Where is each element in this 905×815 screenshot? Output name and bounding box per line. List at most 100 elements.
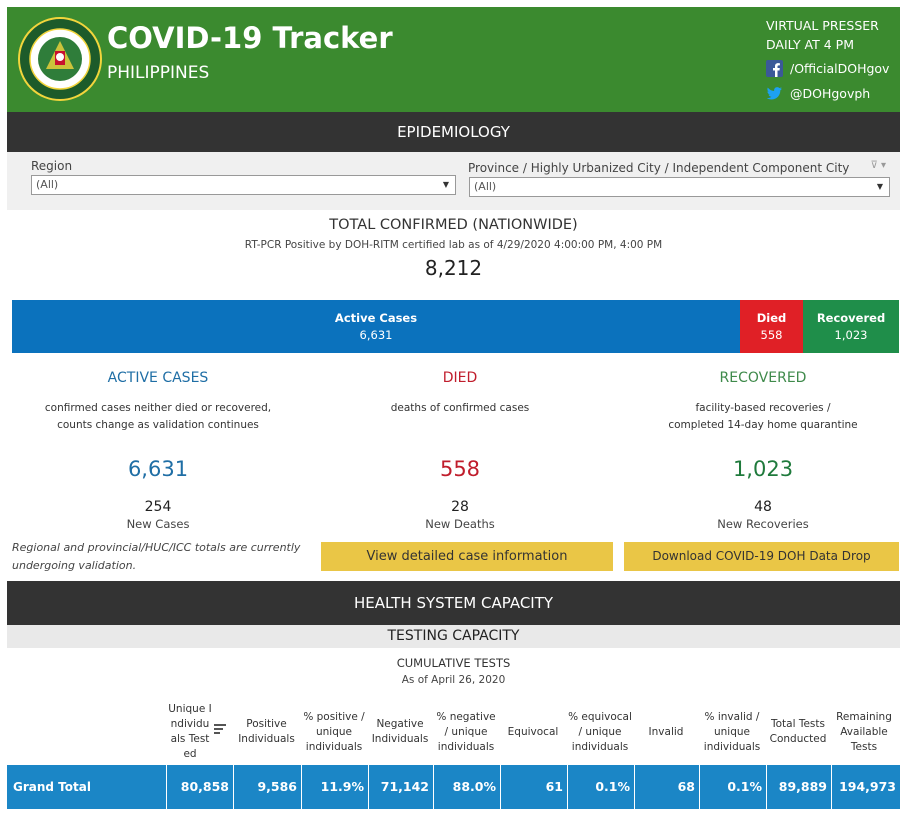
sort-icon[interactable]: [214, 724, 228, 736]
active-cases-panel: ACTIVE CASES confirmed cases neither die…: [8, 370, 308, 531]
header-banner: COVID-19 Tracker PHILIPPINES VIRTUAL PRE…: [7, 7, 900, 112]
col-header-text: Total Tests Conducted: [769, 718, 827, 745]
col-header-pct-equivocal[interactable]: % equivocal / unique individuals: [567, 700, 633, 764]
table-cell[interactable]: 9,586: [233, 765, 301, 809]
col-header-text: % positive / unique individuals: [303, 710, 365, 753]
recovered-panel: RECOVERED facility-based recoveries / co…: [613, 370, 905, 531]
recovered-segment[interactable]: Recovered 1,023: [803, 300, 899, 353]
col-header-text: Positive Individuals: [238, 718, 295, 745]
region-select-value: (All): [36, 178, 59, 191]
active-desc-line2: counts change as validation continues: [57, 419, 259, 431]
health-system-section-header: HEALTH SYSTEM CAPACITY: [7, 581, 900, 625]
total-confirmed-subtitle: RT-PCR Positive by DOH-RITM certified la…: [244, 239, 663, 251]
col-header-negative[interactable]: Negative Individuals: [368, 700, 432, 764]
active-segment-value: 6,631: [359, 327, 393, 342]
twitter-link[interactable]: @DOHgovph: [766, 85, 870, 102]
col-header-text: Invalid: [648, 725, 684, 738]
recovered-segment-label: Recovered: [816, 310, 886, 325]
col-header-unique-individuals[interactable]: Unique I ndividu als Test ed: [166, 700, 214, 764]
col-header-pct-invalid[interactable]: % invalid / unique individuals: [699, 700, 765, 764]
presser-line1: VIRTUAL PRESSER: [766, 18, 879, 33]
table-cell[interactable]: 80,858: [166, 765, 233, 809]
active-cases-segment[interactable]: Active Cases 6,631: [12, 300, 740, 353]
new-cases-label: New Cases: [126, 517, 190, 531]
app-title: COVID-19 Tracker: [107, 21, 393, 55]
col-header-equivocal[interactable]: Equivocal: [500, 700, 566, 764]
col-header-positive[interactable]: Positive Individuals: [233, 700, 300, 764]
facebook-link[interactable]: /OfficialDOHgov: [766, 60, 889, 77]
active-cases-value: 6,631: [127, 457, 189, 481]
cumulative-tests-title: CUMULATIVE TESTS: [396, 656, 511, 670]
active-cases-heading: ACTIVE CASES: [107, 370, 209, 386]
new-deaths-label: New Deaths: [425, 517, 495, 531]
twitter-handle: @DOHgovph: [790, 86, 871, 101]
download-data-drop-button[interactable]: Download COVID-19 DOH Data Drop: [624, 542, 899, 571]
died-segment[interactable]: Died 558: [740, 300, 803, 353]
col-header-total-tests[interactable]: Total Tests Conducted: [766, 700, 830, 764]
col-header-text: Equivocal: [507, 725, 559, 738]
total-confirmed-value: 8,212: [424, 256, 483, 280]
active-segment-label: Active Cases: [334, 310, 418, 325]
active-cases-description: confirmed cases neither died or recovere…: [8, 400, 308, 445]
epidemiology-section-header: EPIDEMIOLOGY: [7, 112, 900, 152]
col-header-text: Negative Individuals: [371, 718, 429, 745]
active-desc-line1: confirmed cases neither died or recovere…: [44, 402, 272, 414]
doh-seal-logo: [18, 17, 102, 101]
recovered-desc-line2: completed 14-day home quarantine: [668, 419, 858, 431]
new-recoveries-label: New Recoveries: [717, 517, 809, 531]
died-value: 558: [439, 457, 481, 481]
testing-capacity-header: TESTING CAPACITY: [7, 625, 900, 648]
facebook-icon: [766, 60, 783, 77]
table-cell[interactable]: 68: [634, 765, 699, 809]
died-desc-line1: deaths of confirmed cases: [390, 402, 530, 414]
facebook-handle: /OfficialDOHgov: [790, 61, 890, 76]
col-header-pct-positive[interactable]: % positive / unique individuals: [301, 700, 367, 764]
new-deaths-value: 28: [451, 499, 469, 515]
chevron-down-icon: ▼: [442, 180, 449, 189]
died-segment-value: 558: [760, 327, 783, 342]
col-header-text: Remaining Available Tests: [836, 710, 892, 753]
col-header-text: Unique I ndividu als Test ed: [168, 703, 212, 760]
col-header-remaining-tests[interactable]: Remaining Available Tests: [831, 700, 897, 764]
died-heading: DIED: [442, 370, 478, 386]
recovered-value: 1,023: [732, 457, 794, 481]
col-header-invalid[interactable]: Invalid: [634, 700, 698, 764]
filter-menu-icon[interactable]: ⊽ ▾: [870, 160, 886, 171]
new-recoveries-value: 48: [754, 499, 772, 515]
region-filter-label: Region: [31, 159, 73, 173]
total-confirmed-title: TOTAL CONFIRMED (NATIONWIDE): [329, 217, 578, 233]
validation-note: Regional and provincial/HUC/ICC totals a…: [12, 541, 301, 572]
app-subtitle: PHILIPPINES: [107, 63, 210, 83]
table-cell[interactable]: 89,889: [766, 765, 831, 809]
presser-line2: DAILY AT 4 PM: [766, 37, 854, 52]
table-cell[interactable]: 194,973: [831, 765, 900, 809]
case-breakdown-bar: Active Cases 6,631 Died 558 Recovered 1,…: [12, 300, 899, 353]
province-select-value: (All): [474, 180, 497, 193]
filter-panel: Region (All) ▼ Province / Highly Urbaniz…: [7, 152, 900, 210]
died-description: deaths of confirmed cases: [310, 400, 610, 445]
table-row-grand-total: [7, 765, 900, 809]
table-cell[interactable]: 71,142: [368, 765, 433, 809]
recovered-heading: RECOVERED: [719, 370, 807, 386]
recovered-desc-line1: facility-based recoveries /: [695, 402, 831, 414]
grand-total-label: Grand Total: [13, 780, 91, 794]
table-cell[interactable]: 61: [500, 765, 567, 809]
table-cell[interactable]: 88.0%: [433, 765, 500, 809]
presser-info: VIRTUAL PRESSER DAILY AT 4 PM: [766, 16, 879, 54]
col-header-text: % equivocal / unique individuals: [568, 710, 632, 753]
region-select[interactable]: (All) ▼: [31, 175, 456, 195]
chevron-down-icon: ▼: [876, 182, 883, 191]
table-cell[interactable]: 11.9%: [301, 765, 368, 809]
province-filter-label: Province / Highly Urbanized City / Indep…: [468, 161, 850, 175]
col-header-pct-negative[interactable]: % negative / unique individuals: [433, 700, 499, 764]
col-header-text: % invalid / unique individuals: [703, 710, 761, 753]
table-cell[interactable]: 0.1%: [699, 765, 766, 809]
died-segment-label: Died: [756, 310, 787, 325]
province-select[interactable]: (All) ▼: [469, 177, 890, 197]
recovered-description: facility-based recoveries / completed 14…: [613, 400, 905, 445]
view-case-info-button[interactable]: View detailed case information: [321, 542, 613, 571]
table-cell[interactable]: 0.1%: [567, 765, 634, 809]
twitter-icon: [766, 87, 782, 100]
cumulative-tests-date: As of April 26, 2020: [401, 674, 506, 686]
new-cases-value: 254: [144, 499, 172, 515]
